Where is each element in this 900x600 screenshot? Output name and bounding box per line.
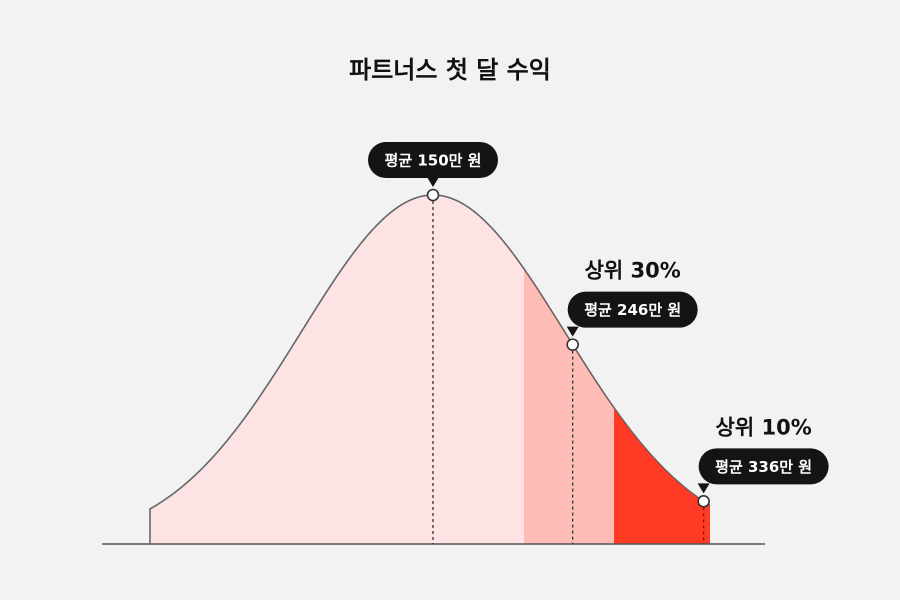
area-segment-base [150, 195, 524, 544]
marker-3: 평균 336만 원 상위 10% [697, 415, 829, 544]
marker-point [566, 338, 579, 351]
marker-bubble-pointer [697, 483, 710, 494]
marker-1: 평균 150만 원 [368, 142, 498, 544]
marker-header: 상위 10% [716, 415, 812, 439]
area-segment-top-10 [614, 407, 710, 544]
marker-label: 평균 246만 원 [584, 301, 681, 319]
marker-bubble-pointer [427, 177, 439, 187]
area-fills [150, 195, 710, 544]
marker-bubble [368, 142, 498, 178]
marker-bubble [698, 448, 829, 485]
marker-label: 평균 150만 원 [385, 152, 482, 170]
markers: 평균 150만 원평균 246만 원 상위 30% 평균 336만 원 상위 10% [368, 142, 829, 544]
marker-point [426, 188, 440, 202]
marker-bubble [567, 291, 698, 328]
chart-title: 파트너스 첫 달 수익 [349, 56, 551, 84]
marker-header: 상위 30% [585, 259, 681, 283]
marker-label: 평균 336만 원 [715, 458, 812, 476]
marker-point [697, 495, 710, 508]
marker-bubble-pointer [566, 326, 579, 337]
marker-2: 평균 246만 원 상위 30% [566, 259, 698, 544]
area-segment-top-30 [524, 268, 614, 544]
